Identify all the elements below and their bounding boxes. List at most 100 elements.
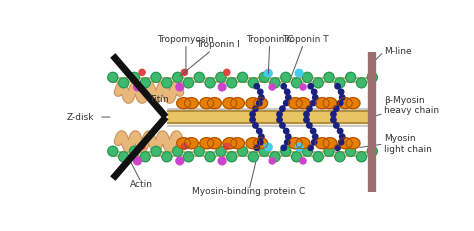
Ellipse shape — [177, 98, 191, 109]
Text: β-Myosin
heavy chain: β-Myosin heavy chain — [384, 96, 439, 115]
Circle shape — [331, 112, 336, 117]
Text: Z-disk: Z-disk — [66, 112, 94, 122]
Ellipse shape — [223, 98, 237, 109]
Ellipse shape — [184, 138, 198, 149]
Circle shape — [311, 140, 317, 145]
Circle shape — [312, 95, 318, 100]
Circle shape — [256, 128, 262, 134]
Circle shape — [284, 140, 290, 145]
Circle shape — [292, 78, 301, 88]
Ellipse shape — [208, 138, 221, 149]
Circle shape — [182, 143, 188, 149]
Circle shape — [134, 83, 141, 91]
Circle shape — [346, 146, 356, 156]
Ellipse shape — [223, 138, 237, 149]
Circle shape — [182, 69, 188, 76]
Ellipse shape — [184, 98, 198, 109]
Circle shape — [257, 140, 263, 145]
Circle shape — [367, 146, 377, 156]
Ellipse shape — [346, 98, 360, 109]
Circle shape — [140, 152, 150, 162]
Circle shape — [313, 78, 323, 88]
Circle shape — [259, 134, 264, 139]
Circle shape — [331, 117, 336, 122]
Ellipse shape — [254, 138, 267, 149]
Circle shape — [310, 128, 316, 134]
Ellipse shape — [315, 98, 329, 109]
Ellipse shape — [208, 98, 221, 109]
Circle shape — [108, 72, 118, 82]
Circle shape — [183, 152, 193, 162]
Text: Actin: Actin — [130, 180, 153, 189]
Circle shape — [277, 112, 282, 117]
Circle shape — [307, 106, 312, 111]
Circle shape — [283, 100, 289, 106]
Circle shape — [284, 89, 290, 94]
Circle shape — [162, 152, 172, 162]
Circle shape — [259, 146, 269, 156]
Circle shape — [205, 78, 215, 88]
Circle shape — [118, 152, 128, 162]
Circle shape — [308, 145, 313, 151]
Circle shape — [300, 158, 306, 164]
Circle shape — [250, 112, 255, 117]
Circle shape — [337, 128, 343, 134]
Circle shape — [302, 72, 312, 82]
Circle shape — [286, 134, 291, 139]
Text: Myosin
light chain: Myosin light chain — [384, 134, 432, 154]
Circle shape — [337, 100, 343, 106]
Circle shape — [264, 143, 272, 151]
Ellipse shape — [323, 98, 337, 109]
Circle shape — [280, 123, 285, 128]
Circle shape — [134, 157, 141, 165]
Circle shape — [310, 100, 316, 106]
Circle shape — [176, 83, 183, 91]
Circle shape — [227, 78, 237, 88]
Circle shape — [367, 72, 377, 82]
Ellipse shape — [315, 138, 329, 149]
Ellipse shape — [231, 98, 245, 109]
Circle shape — [312, 134, 318, 139]
Ellipse shape — [288, 138, 302, 149]
Circle shape — [295, 69, 303, 77]
Circle shape — [253, 123, 258, 128]
Circle shape — [140, 78, 150, 88]
Text: Troponin T: Troponin T — [282, 35, 328, 76]
Circle shape — [302, 146, 312, 156]
Ellipse shape — [346, 138, 360, 149]
Circle shape — [281, 72, 291, 82]
Circle shape — [183, 78, 193, 88]
Circle shape — [339, 95, 345, 100]
Circle shape — [129, 146, 139, 156]
Circle shape — [281, 84, 286, 89]
Circle shape — [254, 84, 259, 89]
Ellipse shape — [296, 98, 310, 109]
Circle shape — [280, 106, 285, 111]
Circle shape — [256, 100, 262, 106]
Circle shape — [269, 158, 275, 164]
Circle shape — [313, 152, 323, 162]
Circle shape — [281, 146, 291, 156]
Circle shape — [295, 143, 303, 151]
Circle shape — [173, 146, 182, 156]
Circle shape — [162, 78, 172, 88]
Ellipse shape — [231, 138, 245, 149]
Text: M-line: M-line — [384, 47, 411, 56]
Circle shape — [311, 89, 317, 94]
Circle shape — [304, 112, 309, 117]
Text: Myosin-binding protein C: Myosin-binding protein C — [192, 187, 306, 196]
Circle shape — [237, 72, 247, 82]
Circle shape — [253, 106, 258, 111]
Text: Titin: Titin — [149, 95, 169, 104]
Circle shape — [335, 84, 340, 89]
Text: Troponin I: Troponin I — [180, 40, 240, 76]
Ellipse shape — [177, 138, 191, 149]
Circle shape — [139, 69, 145, 76]
Circle shape — [346, 72, 356, 82]
Ellipse shape — [246, 138, 260, 149]
Circle shape — [139, 143, 145, 149]
Circle shape — [250, 117, 255, 122]
Circle shape — [308, 84, 313, 89]
Circle shape — [307, 123, 312, 128]
Circle shape — [335, 145, 340, 151]
